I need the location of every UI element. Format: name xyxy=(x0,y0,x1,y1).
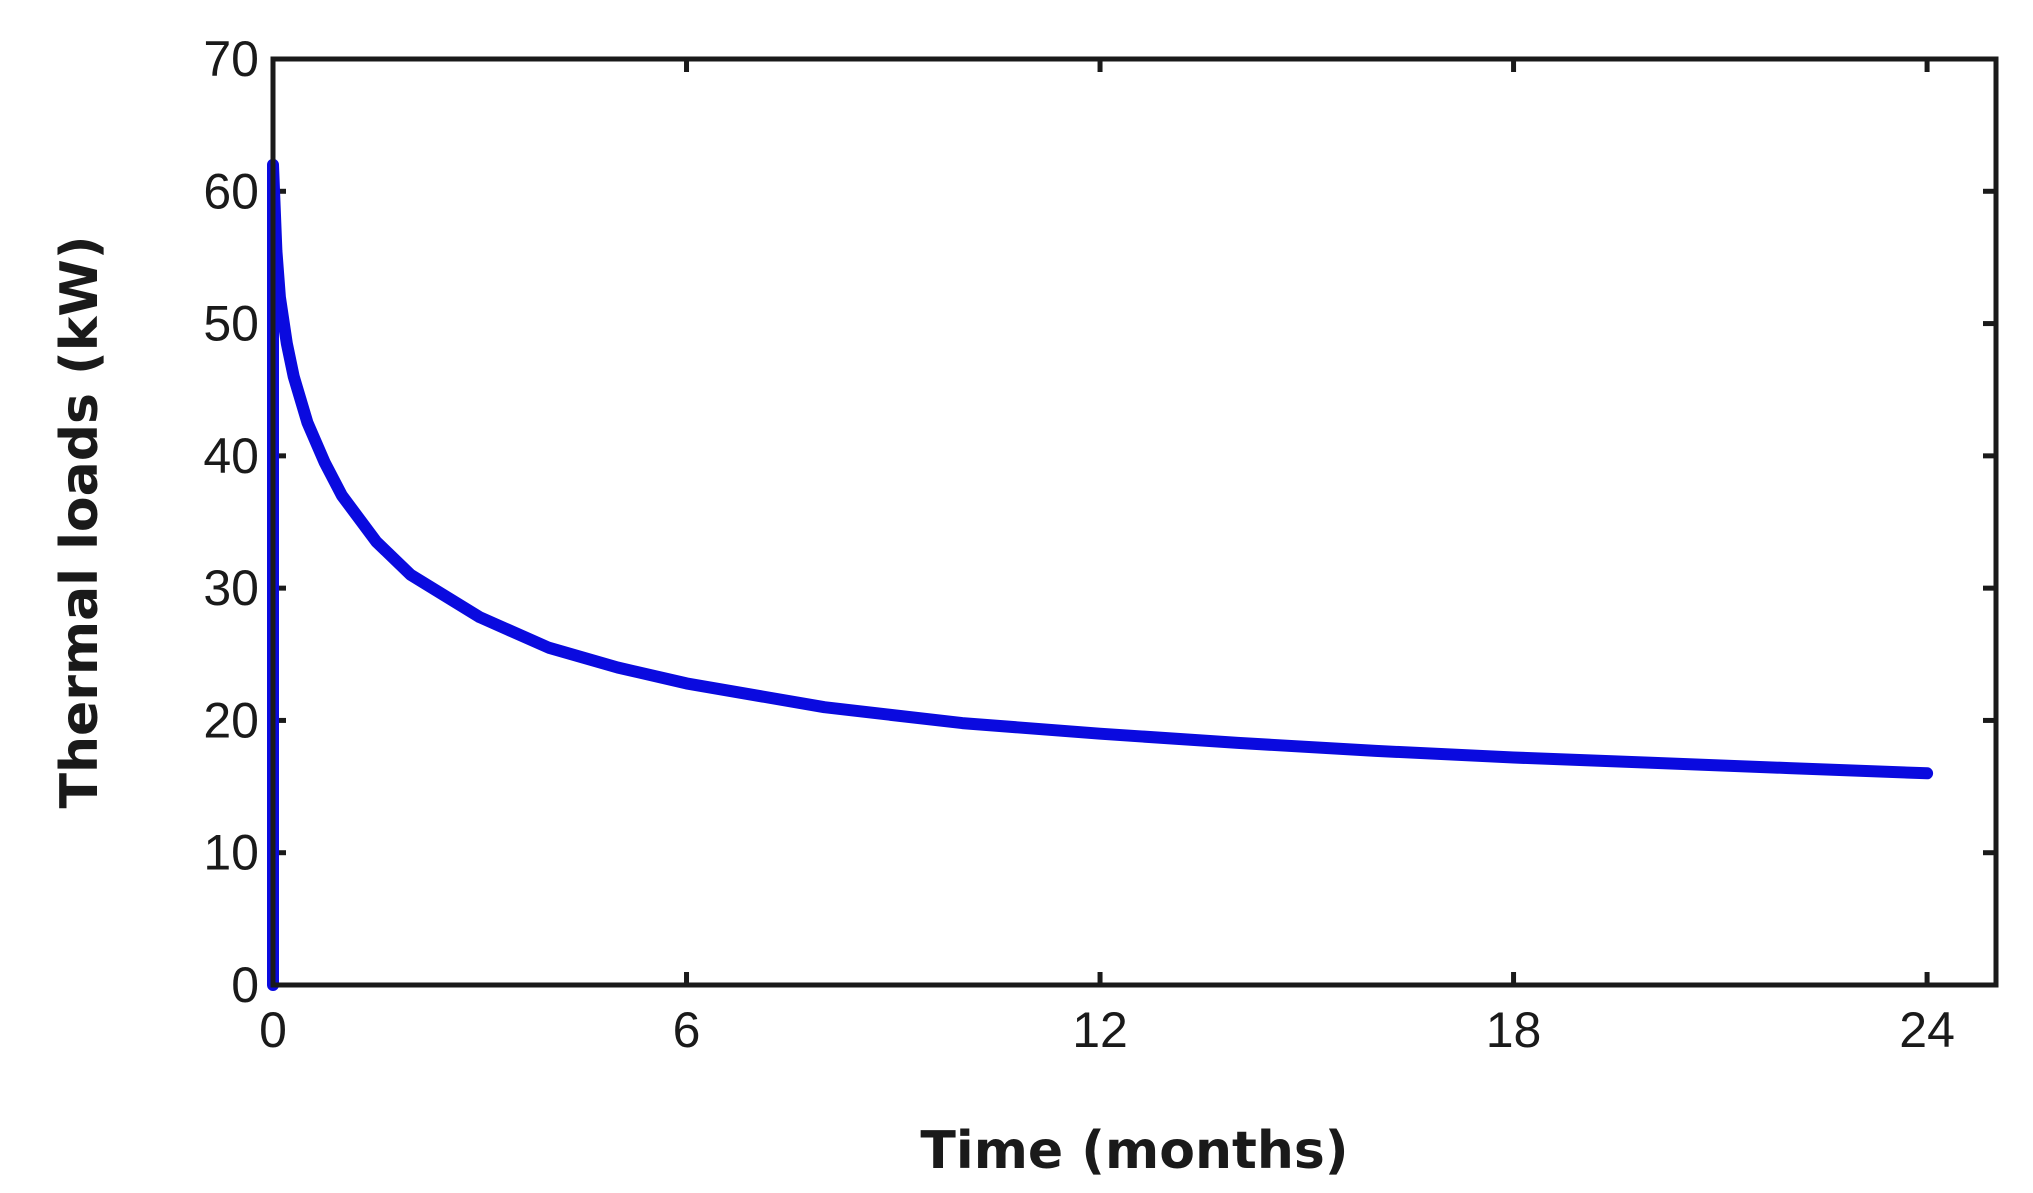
y-tick-label: 40 xyxy=(203,428,259,484)
x-tick-label: 12 xyxy=(1072,1002,1128,1058)
series-line-1 xyxy=(267,158,1934,991)
y-tick-label: 60 xyxy=(203,163,259,219)
x-tick-label: 18 xyxy=(1486,1002,1542,1058)
y-axis-title: Thermal loads (kW) xyxy=(50,236,110,809)
x-tick-label: 24 xyxy=(1899,1002,1955,1058)
x-tick-label: 6 xyxy=(673,1002,701,1058)
x-axis-title: Time (months) xyxy=(920,1121,1348,1181)
y-tick-label: 30 xyxy=(203,560,259,616)
y-tick-label: 0 xyxy=(231,957,259,1013)
y-tick-label: 10 xyxy=(203,825,259,881)
tick-labels: 0 6 12 18 24 0 10 20 30 40 50 60 70 xyxy=(203,31,1955,1058)
x-tick-label: 0 xyxy=(259,1002,287,1058)
series-layer xyxy=(267,158,1934,991)
plot-area-frame xyxy=(270,56,1999,988)
y-tick-label: 50 xyxy=(203,296,259,352)
y-tick-label: 20 xyxy=(203,692,259,748)
y-tick-label: 70 xyxy=(203,31,259,87)
